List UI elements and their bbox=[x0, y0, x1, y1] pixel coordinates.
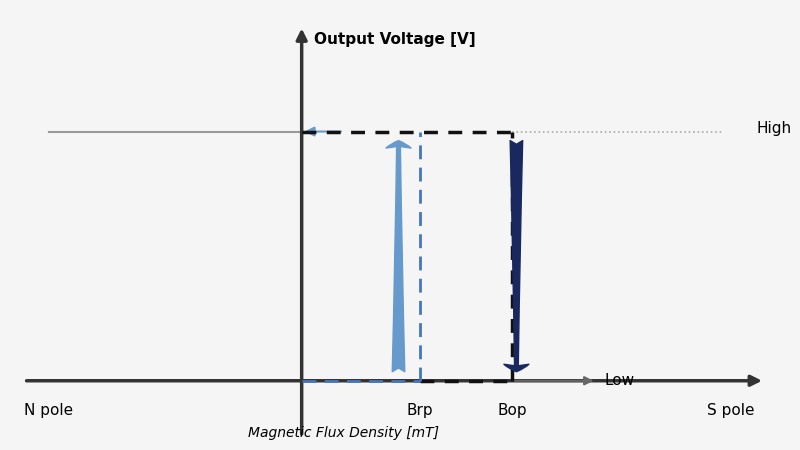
Text: S pole: S pole bbox=[707, 403, 755, 418]
Text: Brp: Brp bbox=[406, 403, 433, 418]
Text: Bop: Bop bbox=[498, 403, 527, 418]
Text: High: High bbox=[756, 121, 791, 136]
Text: Magnetic Flux Density [mT]: Magnetic Flux Density [mT] bbox=[248, 426, 439, 440]
Text: N pole: N pole bbox=[25, 403, 74, 418]
Text: Low: Low bbox=[605, 373, 635, 388]
Text: Output Voltage [V]: Output Voltage [V] bbox=[314, 32, 476, 47]
